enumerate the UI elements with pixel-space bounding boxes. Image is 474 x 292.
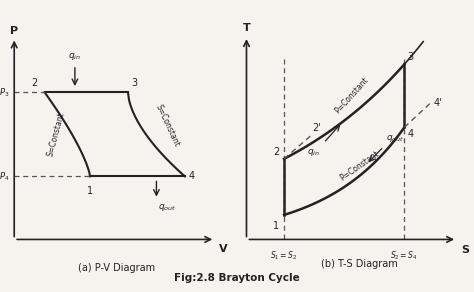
Text: 3: 3 [407, 53, 413, 62]
Text: 1: 1 [87, 186, 93, 196]
Text: (a) P-V Diagram: (a) P-V Diagram [78, 263, 155, 272]
Text: (b) T-S Diagram: (b) T-S Diagram [321, 259, 398, 269]
Text: $S_2=S_4$: $S_2=S_4$ [391, 250, 418, 263]
Text: S: S [461, 245, 469, 255]
Text: $q_{in}$: $q_{in}$ [68, 51, 82, 62]
Text: 2': 2' [312, 123, 321, 133]
Text: P=Constant: P=Constant [338, 149, 381, 182]
Text: S=Constant: S=Constant [154, 103, 182, 149]
Text: 2: 2 [31, 78, 38, 88]
Text: Fig:2.8 Brayton Cycle: Fig:2.8 Brayton Cycle [174, 273, 300, 283]
Text: V: V [219, 244, 228, 254]
Text: $q_{in}$: $q_{in}$ [307, 147, 320, 158]
Text: 1: 1 [273, 221, 280, 231]
Text: 3: 3 [132, 78, 138, 88]
Text: $S_1=S_2$: $S_1=S_2$ [270, 250, 298, 263]
Text: S=Constant: S=Constant [46, 111, 66, 158]
Text: 4: 4 [189, 171, 195, 181]
Text: 2: 2 [273, 147, 280, 157]
Text: $P_2=P_3$: $P_2=P_3$ [0, 86, 9, 98]
Text: P=Constant: P=Constant [333, 76, 370, 116]
Text: T: T [243, 23, 250, 33]
Text: P: P [10, 25, 18, 36]
Text: 4: 4 [407, 129, 413, 139]
Text: $q_{out}$: $q_{out}$ [158, 201, 177, 213]
Text: 4': 4' [434, 98, 442, 108]
Text: $q_{out}$: $q_{out}$ [385, 133, 404, 144]
Text: $P_1=P_4$: $P_1=P_4$ [0, 170, 9, 182]
